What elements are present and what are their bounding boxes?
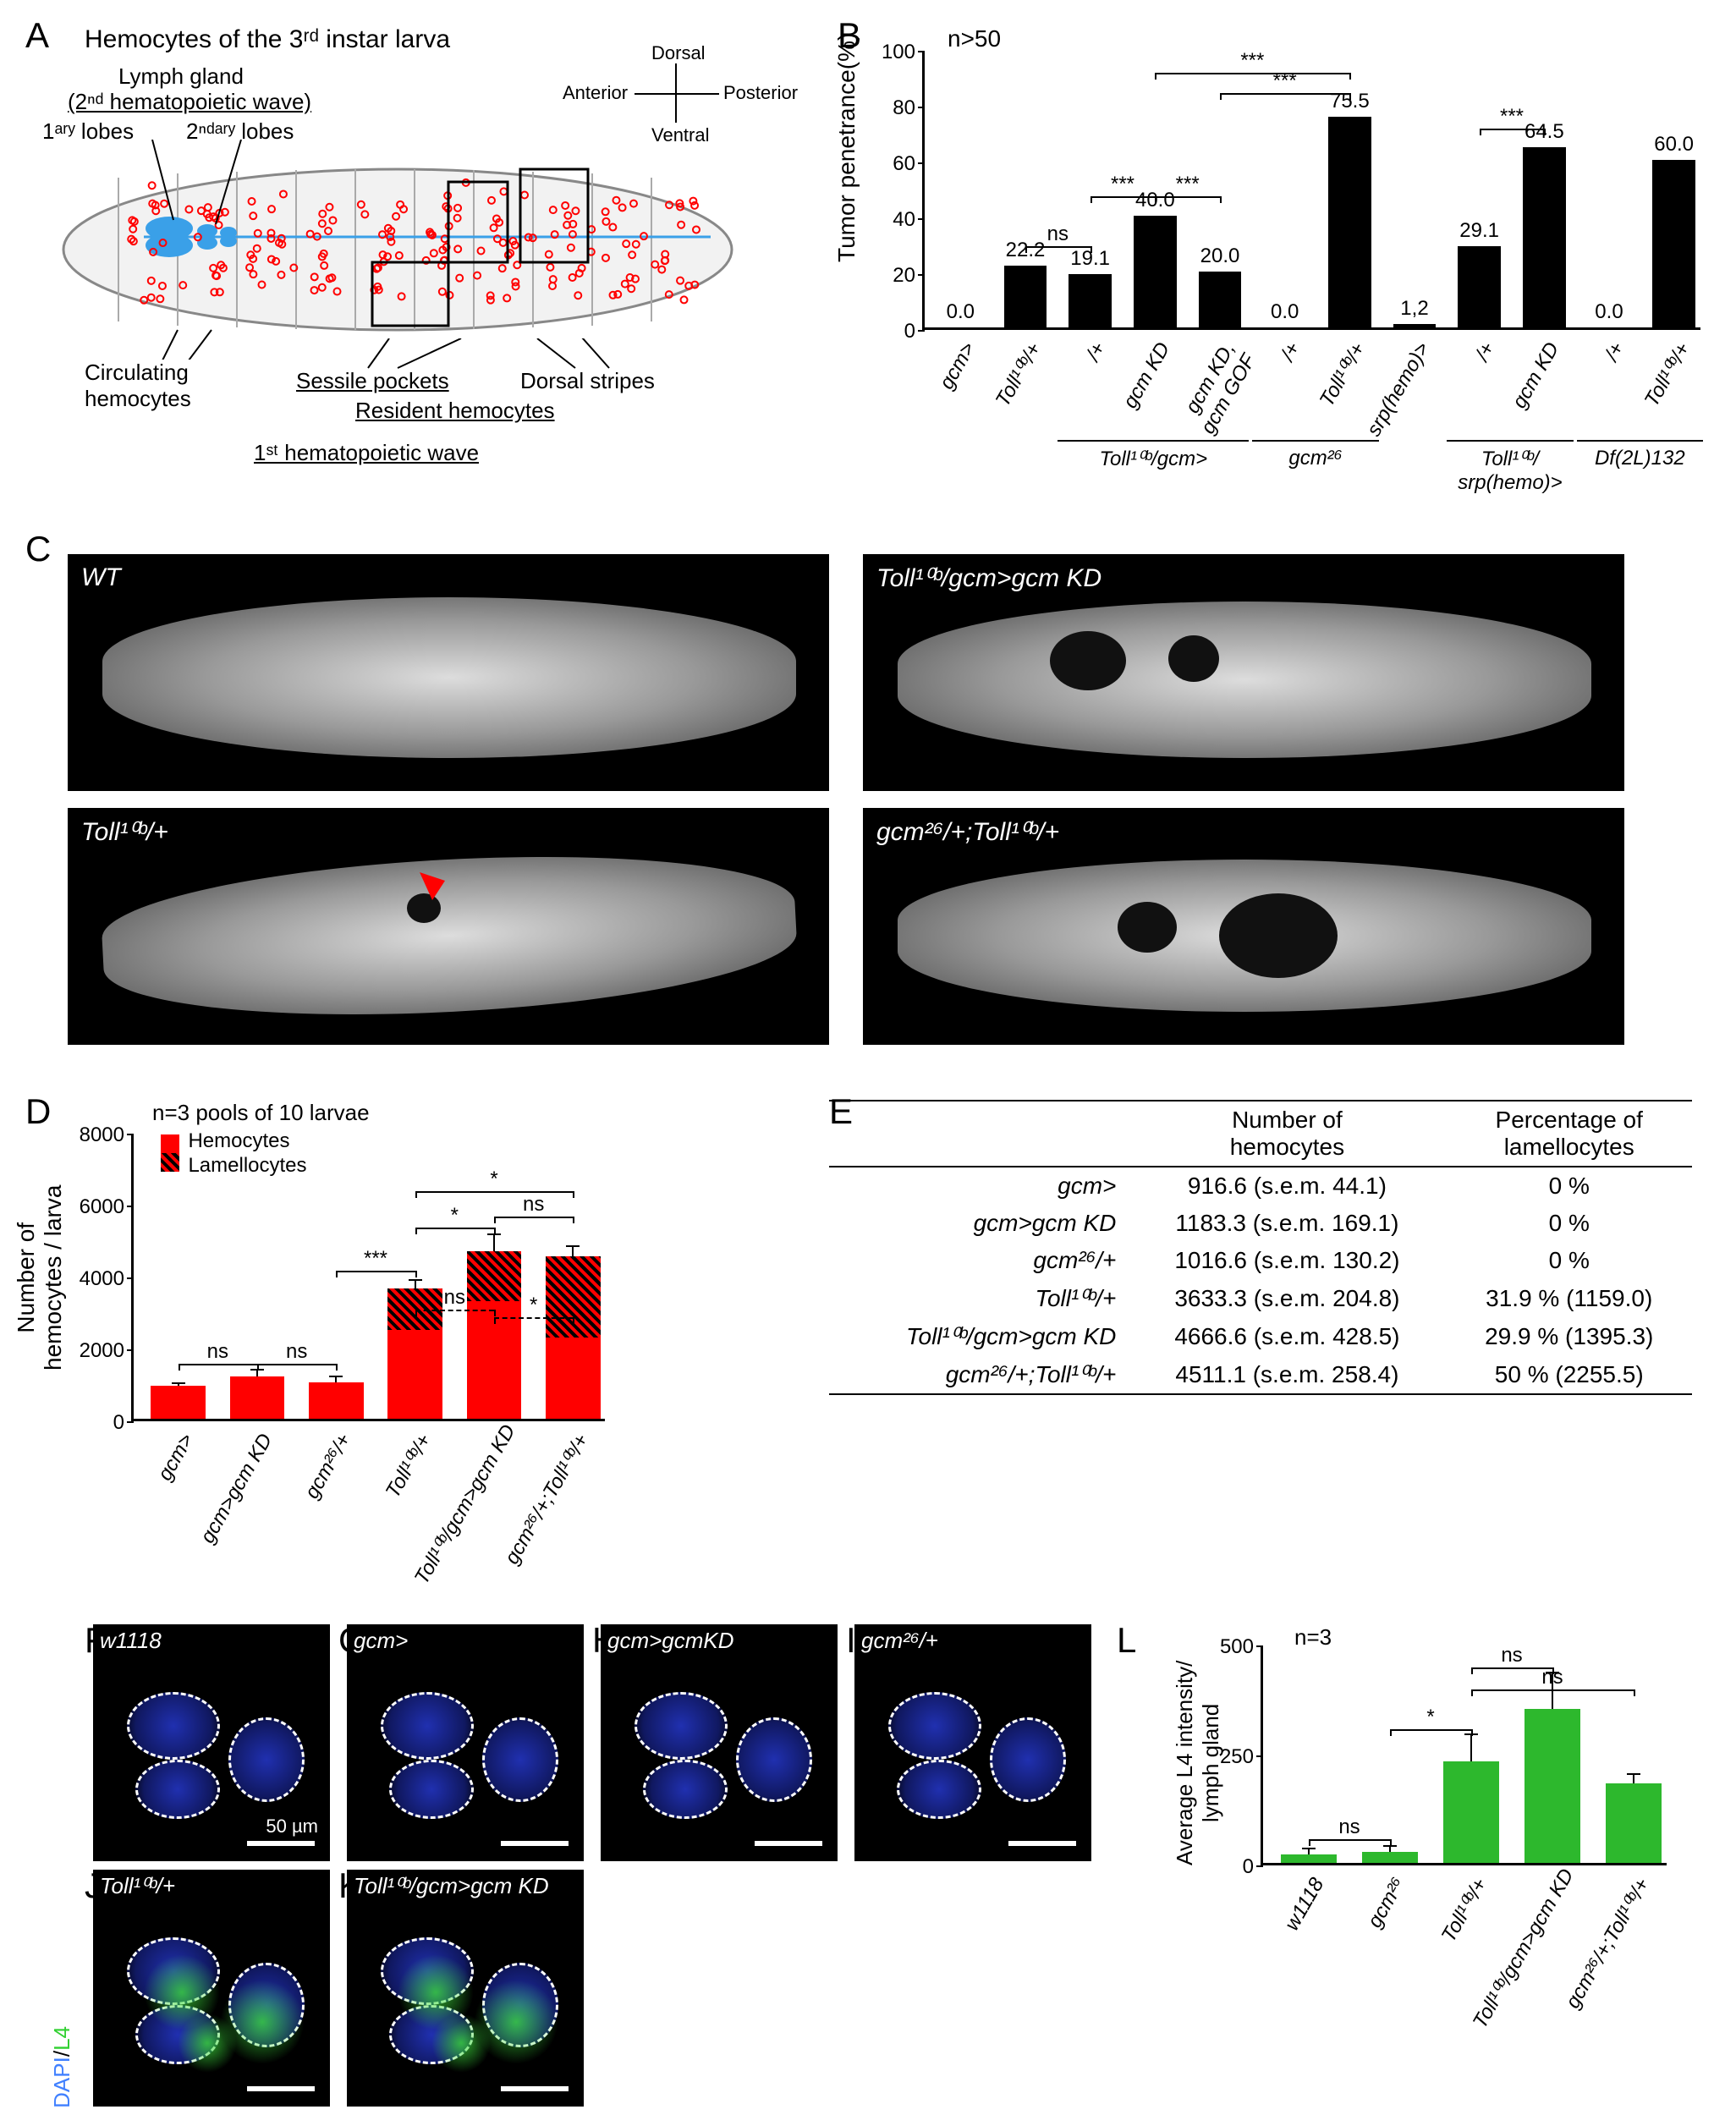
chartB-area: 0204060801000.0gcm>22.2Toll¹⁰ᵇ/+19.1/+40… — [922, 51, 1700, 330]
bar — [1199, 272, 1242, 327]
micrograph-G: gcm> — [347, 1624, 584, 1861]
bar — [309, 1382, 364, 1419]
micrograph-H: gcm>gcmKD — [601, 1624, 838, 1861]
bar — [1328, 117, 1371, 327]
dorsal-label: Dorsal — [651, 42, 706, 64]
panel-E-table: Number of hemocytesPercentage of lamello… — [829, 1100, 1692, 1395]
bar — [1134, 216, 1177, 327]
chartB-ylabel: Tumor penetrance(%) — [833, 33, 860, 262]
connector-lines — [34, 338, 728, 398]
chartD-ylabel: Number of hemocytes / larva — [13, 1185, 67, 1371]
resident-label: Resident hemocytes — [355, 398, 555, 424]
micrograph-F: w111850 µm — [93, 1624, 330, 1861]
micrograph-I: gcm²⁶/+ — [854, 1624, 1091, 1861]
panel-L-chart: n=3 Average L4 intensity/ lymph gland 02… — [1167, 1620, 1709, 2043]
chartD-area: 02000400060008000gcm>gcm>gcm KDgcm²⁶/+To… — [131, 1134, 605, 1421]
panel-A: Hemocytes of the 3ʳᵈ instar larva Lymph … — [34, 25, 795, 491]
bar — [1004, 266, 1047, 327]
micrograph-J: Toll¹⁰ᵇ/+ — [93, 1870, 330, 2107]
bar — [1523, 147, 1566, 327]
figure: A B C D E F G H I J K L Hemocytes of the… — [0, 0, 1736, 2067]
bar — [1443, 1761, 1500, 1863]
orientation-axes: Dorsal Ventral Anterior Posterior — [601, 47, 753, 148]
lymph-gland-label: Lymph gland — [118, 63, 244, 90]
chartL-area: 0250500w1118gcm²⁶Toll¹⁰ᵇ/+Toll¹⁰ᵇ/gcm>gc… — [1261, 1645, 1667, 1865]
bar — [1069, 274, 1112, 327]
panel-C: WT Toll¹⁰ᵇ/gcm>gcm KD Toll¹⁰ᵇ/+ gcm²⁶/+;… — [34, 537, 1658, 1062]
panel-D-chart: n=3 pools of 10 larvae Number of hemocyt… — [34, 1100, 795, 1590]
larva-img-gcm26Toll: gcm²⁶/+;Toll¹⁰ᵇ/+ — [863, 808, 1624, 1045]
bar — [1606, 1783, 1662, 1863]
wave1-label: 1ˢᵗ hematopoietic wave — [254, 440, 479, 466]
bar — [1458, 246, 1501, 327]
anterior-label: Anterior — [563, 82, 628, 104]
bar — [230, 1376, 285, 1419]
bar — [1652, 160, 1695, 327]
larva-img-Toll: Toll¹⁰ᵇ/+ — [68, 808, 829, 1045]
bar — [1524, 1709, 1581, 1863]
larva-img-WT: WT — [68, 554, 829, 791]
bar — [1281, 1854, 1338, 1863]
posterior-label: Posterior — [723, 82, 798, 104]
bar — [546, 1338, 601, 1419]
bar — [1393, 324, 1437, 327]
bar — [387, 1330, 442, 1419]
bar — [1362, 1852, 1419, 1863]
panel-L-label: L — [1117, 1620, 1136, 1661]
wave2-label: (2ⁿᵈ hematopoietic wave) — [68, 89, 311, 115]
chartB-n: n>50 — [948, 25, 1001, 52]
larva-img-gcmKD: Toll¹⁰ᵇ/gcm>gcm KD — [863, 554, 1624, 791]
bar — [151, 1386, 206, 1419]
micrograph-K: Toll¹⁰ᵇ/gcm>gcm KD — [347, 1870, 584, 2107]
chartD-n: n=3 pools of 10 larvae — [152, 1100, 370, 1126]
panel-B-chart: Tumor penetrance(%) n>50 0204060801000.0… — [863, 25, 1709, 499]
dapi-l4-label: DAPI/L4 — [42, 1641, 85, 2115]
larva-diagram — [51, 140, 744, 360]
red-arrow-icon — [415, 868, 449, 902]
panel-A-title: Hemocytes of the 3ʳᵈ instar larva — [85, 25, 450, 54]
